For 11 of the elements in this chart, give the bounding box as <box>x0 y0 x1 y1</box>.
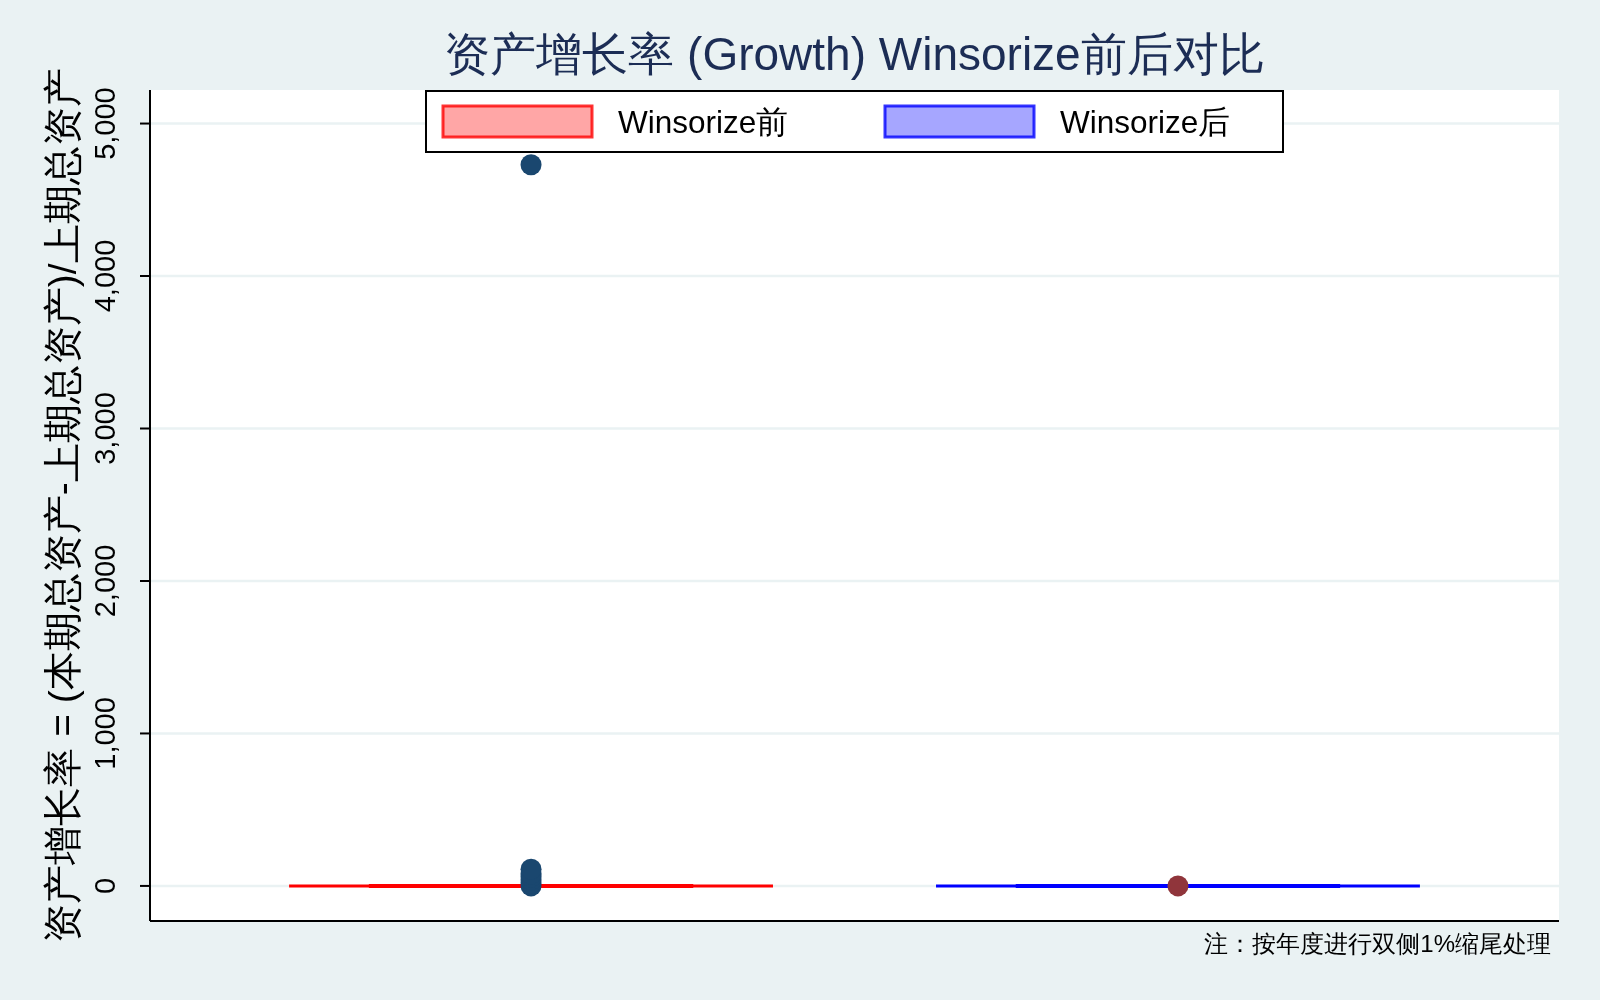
text: 注：按年度进行双侧1%缩尾处理 <box>1204 930 1551 957</box>
chart-title: 资产增长率 (Growth) Winsorize前后对比 <box>444 28 1265 80</box>
y-tick-label: 3,000 <box>89 392 121 465</box>
y-tick-label: 4,000 <box>89 239 121 313</box>
y-tick-label: 5,000 <box>89 87 121 160</box>
y-tick-label: 1,000 <box>89 697 121 770</box>
legend-label: Winsorize后 <box>1060 103 1231 140</box>
y-tick-label: 0 <box>89 877 121 894</box>
y-tick-label: 2,000 <box>89 544 121 618</box>
legend-label: Winsorize前 <box>618 103 789 140</box>
y-axis-title: 资产增长率 = (本期总资产-上期总资产)/上期总资产 <box>40 68 84 943</box>
